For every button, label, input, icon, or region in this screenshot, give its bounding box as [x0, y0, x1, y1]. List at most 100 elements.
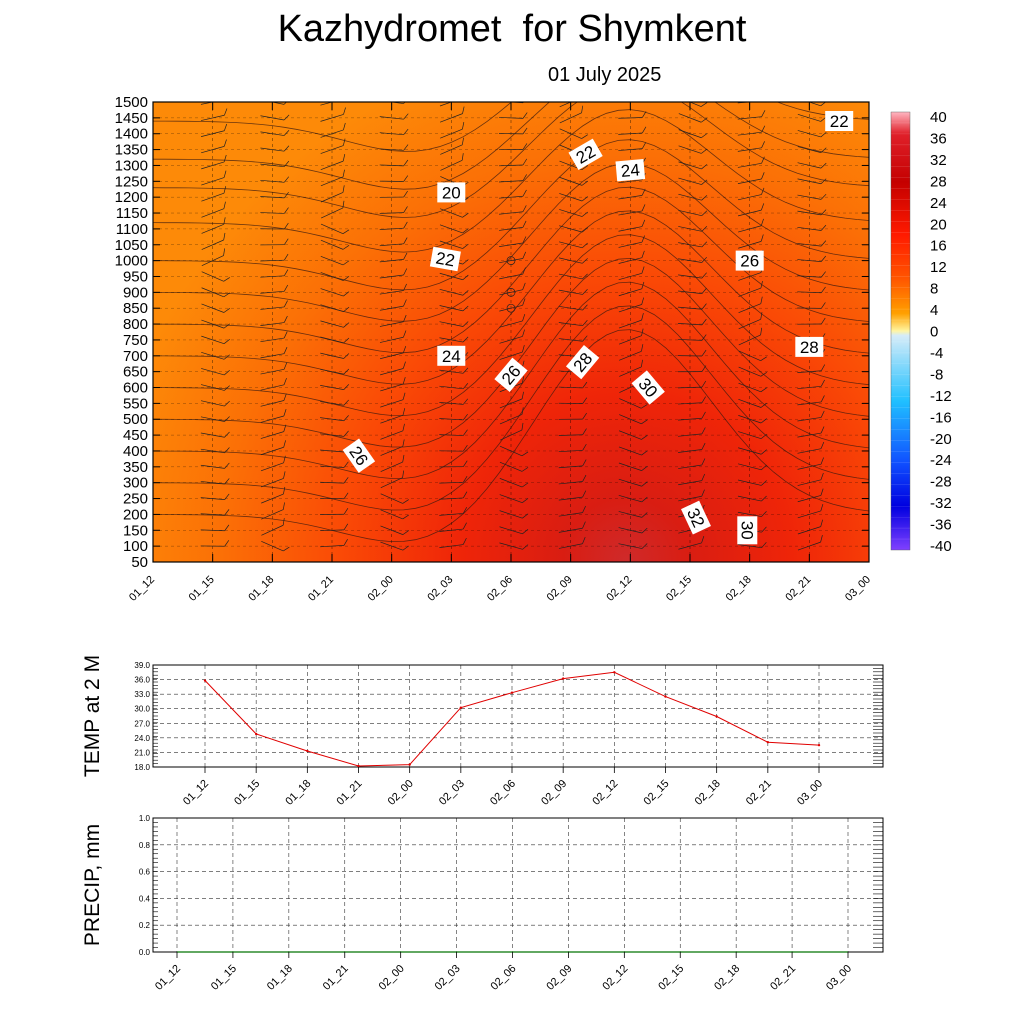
colorbar-label: 8 [930, 281, 938, 298]
y-tick-label: 550 [123, 395, 148, 412]
wind-barb-shaft [797, 448, 822, 454]
wind-barb-shaft [498, 117, 524, 119]
wind-barb-flag [223, 292, 230, 298]
y-axis-label: PRECIP, mm [81, 824, 104, 946]
wind-barb-shaft [738, 431, 762, 439]
calm-wind-circle [506, 303, 516, 313]
wind-barb-flag [760, 418, 767, 424]
wind-barb-flag [283, 269, 289, 276]
wind-barb-shaft [737, 178, 762, 184]
wind-barb-flag [462, 537, 467, 545]
contour-label: 24 [615, 159, 646, 182]
wind-barb [618, 142, 647, 151]
wind-barb [678, 411, 706, 421]
y-tick-label: 500 [123, 411, 148, 428]
wind-barb-shaft [797, 541, 821, 551]
wind-barb-flag [521, 451, 529, 457]
wind-barb-flag [522, 282, 526, 290]
wind-barb-shaft [201, 208, 225, 218]
y-tick-label: 1500 [115, 94, 148, 111]
wind-barb [498, 127, 528, 135]
wind-barb [618, 188, 646, 200]
wind-barb [737, 463, 767, 471]
wind-barb-shaft [260, 384, 285, 391]
wind-barb-flag [402, 530, 409, 535]
wind-barb-shaft [558, 465, 583, 469]
wind-barb-shaft [499, 227, 523, 231]
wind-barb-shaft [797, 401, 822, 406]
wind-barb-shaft [678, 177, 702, 185]
wind-barb-flag [521, 422, 524, 431]
wind-barb-shaft [499, 510, 523, 519]
wind-barb-flag [283, 300, 288, 308]
wind-barb-flag [462, 491, 468, 499]
wind-barb [618, 478, 648, 487]
wind-barb-shaft [201, 161, 225, 170]
wind-barb [260, 129, 290, 136]
wind-barb-shaft [499, 351, 523, 360]
wind-barb-shaft [797, 495, 821, 503]
wind-barb-flag [701, 349, 707, 357]
wind-barb-flag [582, 397, 588, 404]
wind-barb-flag [701, 318, 707, 326]
wind-barb [439, 240, 469, 249]
wind-barb [200, 384, 230, 391]
wind-barb-flag [761, 203, 765, 211]
wind-barb-shaft [379, 336, 404, 343]
wind-barb-shaft [797, 162, 822, 169]
wind-barb-shaft [738, 241, 762, 249]
wind-barb-flag [521, 391, 524, 399]
wind-barb [738, 234, 764, 249]
wind-barb-flag [223, 201, 226, 209]
wind-barb [439, 460, 468, 468]
wind-barb-shaft [261, 524, 284, 536]
wind-barb-flag [582, 335, 588, 342]
y-tick-label: 1.0 [139, 814, 151, 823]
wind-barb-flag [701, 380, 707, 388]
wind-barb-shaft [558, 449, 583, 453]
x-tick-label: 02_03 [425, 574, 455, 604]
wind-barb-flag [403, 314, 407, 322]
wind-barb-flag [522, 174, 527, 181]
wind-barb-shaft [260, 196, 285, 199]
wind-barb-flag [761, 542, 767, 548]
y-tick-label: 33.0 [134, 690, 150, 699]
wind-barb-flag [700, 117, 708, 123]
wind-barb [499, 494, 529, 503]
wind-barb-shaft [618, 257, 643, 264]
wind-barb-shaft [618, 210, 643, 216]
x-tick-label: 02_09 [544, 963, 574, 993]
wind-barb [619, 414, 648, 425]
wind-barb-shaft [200, 448, 225, 454]
wind-barb-flag [402, 470, 405, 478]
wind-barb [737, 141, 765, 152]
x-tick-label: 02_18 [724, 574, 754, 604]
wind-barb-flag [223, 248, 226, 256]
wind-barb-flag [402, 423, 405, 431]
wind-barb-flag [343, 322, 350, 328]
wind-barb-flag [821, 317, 826, 325]
wind-barb-shaft [320, 176, 344, 187]
wind-barb-flag [761, 526, 767, 533]
wind-barb [618, 543, 648, 549]
wind-barb-flag [760, 280, 763, 289]
x-tick-label: 02_03 [433, 963, 463, 993]
wind-barb-flag [820, 364, 826, 371]
wind-barb [379, 252, 408, 263]
contour-label-box [437, 345, 466, 366]
y-tick-label: 1400 [115, 126, 148, 143]
wind-barb-shaft [558, 257, 583, 264]
wind-barb-shaft [738, 303, 761, 314]
wind-barb-flag [283, 440, 286, 448]
wind-barb [439, 398, 469, 405]
x-tick-label: 01_18 [265, 963, 295, 993]
wind-barb-flag [701, 195, 708, 201]
wind-barb-flag [343, 492, 349, 499]
wind-barb-shaft [320, 272, 344, 281]
y-tick-label: 850 [123, 300, 148, 317]
wind-barb [558, 490, 587, 501]
wind-barb-flag [820, 147, 827, 153]
wind-barb-flag [224, 478, 230, 485]
wind-barb-shaft [319, 529, 345, 532]
wind-barb [678, 102, 708, 107]
